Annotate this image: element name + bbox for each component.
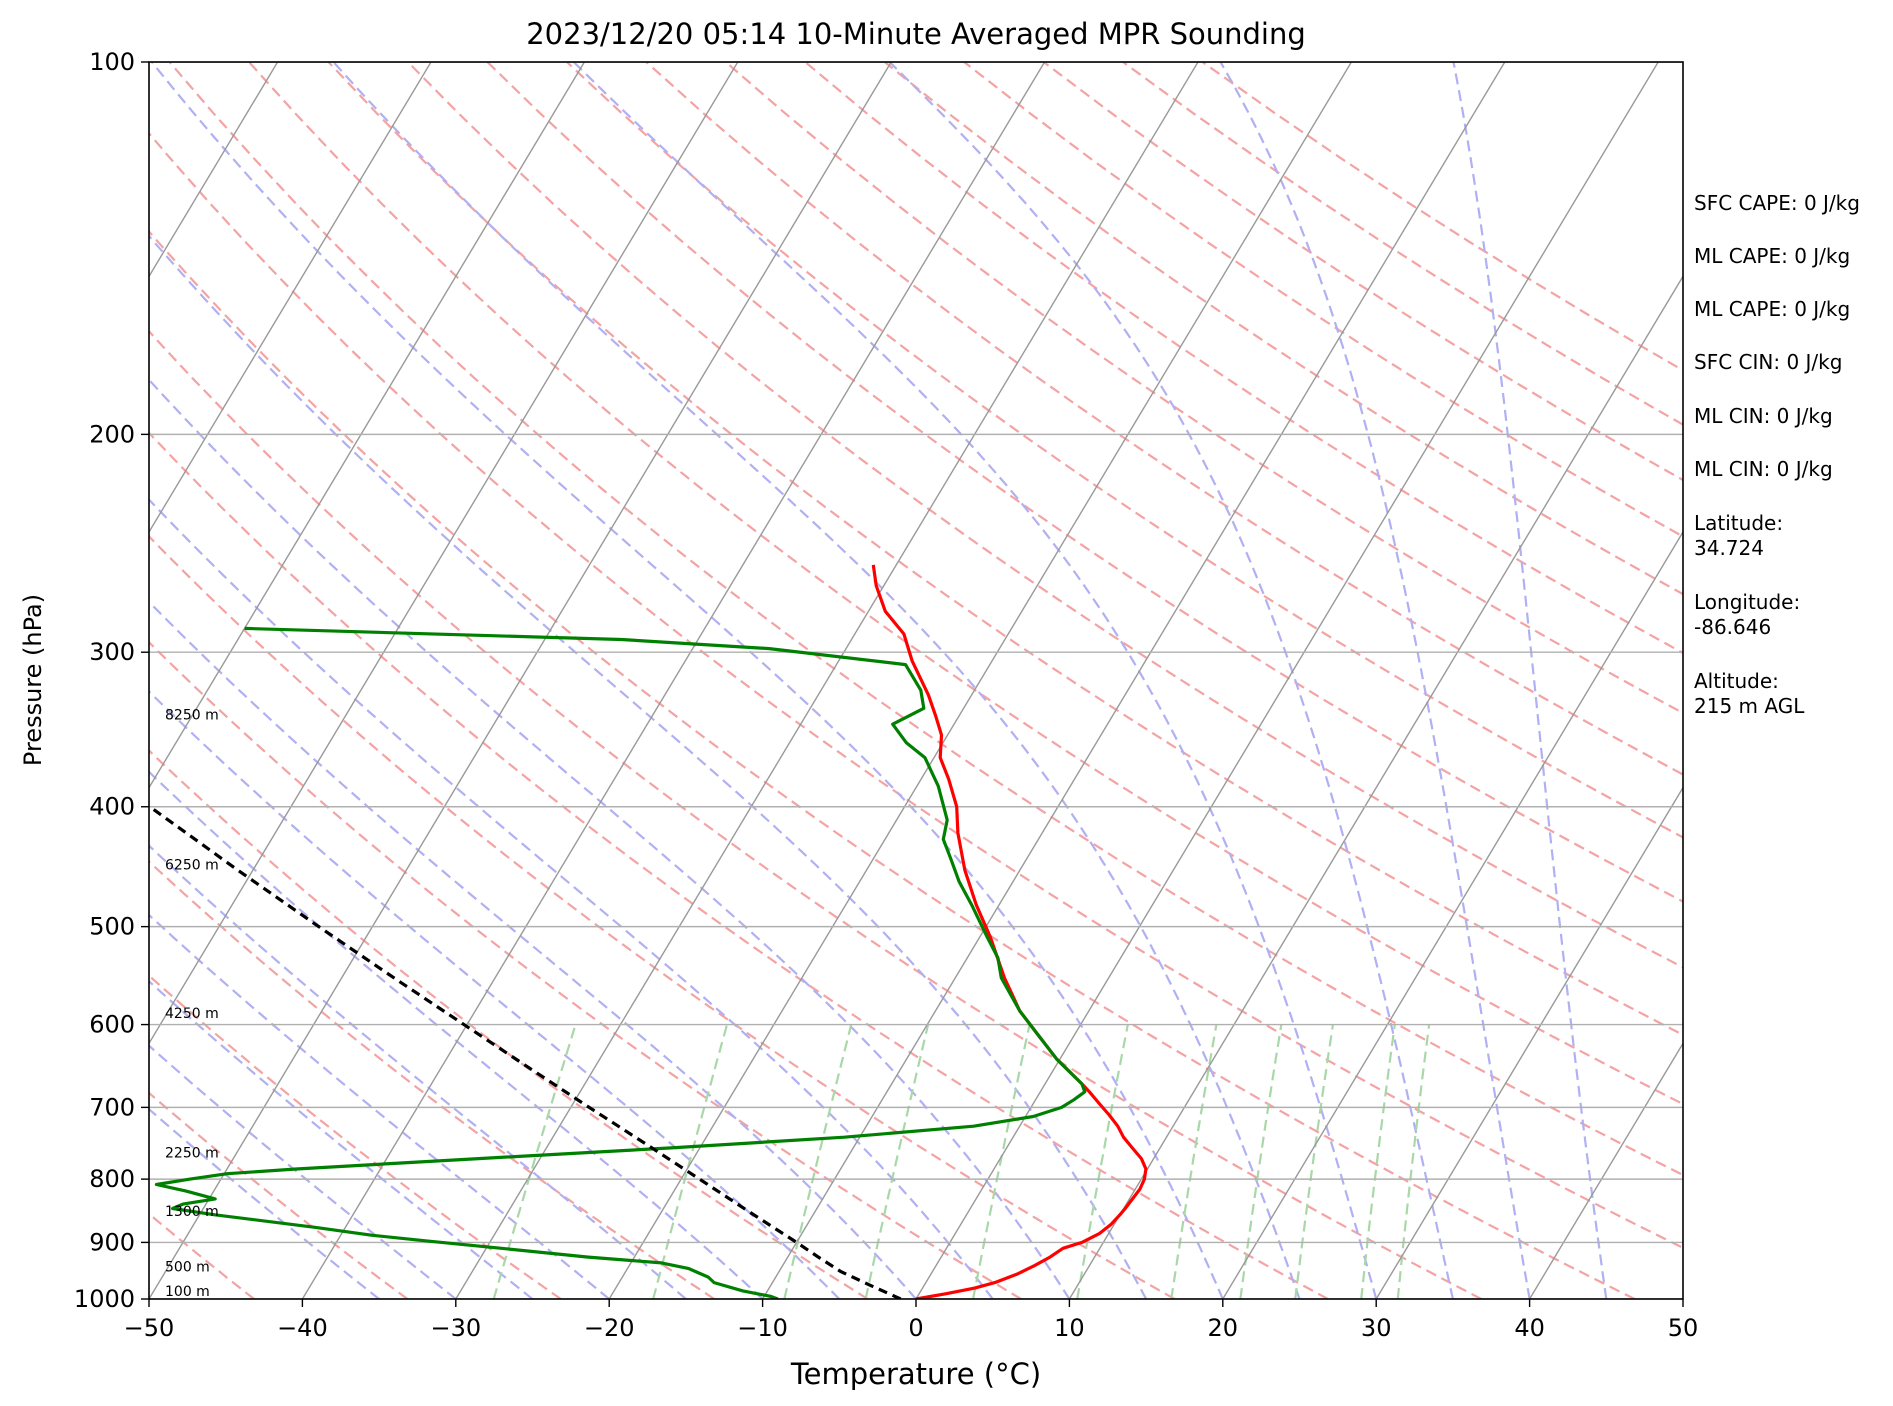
dry-adiabat xyxy=(566,62,1683,839)
y-tick-label: 300 xyxy=(89,638,135,666)
stat-line: ML CIN: 0 J/kg xyxy=(1694,457,1833,481)
isotherm xyxy=(1375,786,1683,1299)
dry-adiabat xyxy=(149,974,562,1299)
stat-line: SFC CIN: 0 J/kg xyxy=(1694,350,1842,374)
dry-adiabat xyxy=(149,860,715,1299)
x-axis: −50 −40 −30 −20 −10 0 10 20 30 40 50 xyxy=(124,1299,1699,1342)
parcel-line xyxy=(149,804,902,1299)
isotherm xyxy=(149,62,279,278)
x-tick-label: 50 xyxy=(1668,1314,1699,1342)
y-axis-label: Pressure (hPa) xyxy=(19,594,47,766)
dry-adiabat xyxy=(486,62,1683,903)
height-label: 100 m xyxy=(165,1284,210,1300)
stat-line: 34.724 xyxy=(1694,536,1764,560)
x-axis-label: Temperature (°C) xyxy=(790,1357,1041,1391)
x-tick-label: 40 xyxy=(1514,1314,1545,1342)
y-tick-label: 800 xyxy=(89,1165,135,1193)
isotherm xyxy=(455,62,1199,1299)
stat-line: -86.646 xyxy=(1694,615,1771,639)
dry-adiabat xyxy=(149,431,1329,1299)
stat-line: 215 m AGL xyxy=(1694,694,1805,718)
moist-adiabat xyxy=(150,62,1224,1299)
x-tick-label: −50 xyxy=(124,1314,175,1342)
stat-line: Altitude: xyxy=(1694,669,1779,693)
height-label: 500 m xyxy=(165,1259,210,1275)
y-axis: 100 200 300 400 500 600 700 800 900 1000 xyxy=(74,48,149,1313)
isotherm xyxy=(1222,530,1683,1299)
isotherm xyxy=(149,62,739,1045)
y-tick-label: 1000 xyxy=(74,1285,135,1313)
dry-adiabat xyxy=(149,640,1022,1299)
y-tick-label: 900 xyxy=(89,1228,135,1256)
isotherm xyxy=(1068,274,1683,1299)
dry-adiabat xyxy=(327,62,1683,1037)
dewpoint-line xyxy=(154,626,1087,1299)
dry-adiabat xyxy=(149,534,1176,1299)
moist-adiabat xyxy=(888,62,1454,1299)
data-lines xyxy=(149,564,1148,1299)
x-tick-label: −20 xyxy=(584,1314,635,1342)
dry-adiabat xyxy=(149,1091,409,1299)
stat-line: Latitude: xyxy=(1694,511,1783,535)
height-label: 2250 m xyxy=(165,1146,219,1162)
y-tick-label: 600 xyxy=(89,1011,135,1039)
y-tick-label: 500 xyxy=(89,913,135,941)
dry-adiabat xyxy=(149,749,869,1299)
dry-adiabat xyxy=(149,229,1636,1299)
x-tick-label: 30 xyxy=(1361,1314,1392,1342)
isotherm xyxy=(149,62,432,534)
moist-adiabat xyxy=(149,689,841,1299)
moist-adiabat xyxy=(1452,62,1608,1299)
moist-adiabat xyxy=(149,1107,380,1299)
x-tick-label: 20 xyxy=(1208,1314,1239,1342)
x-tick-label: −10 xyxy=(737,1314,788,1342)
moist-adiabat xyxy=(332,62,1301,1299)
moist-adiabat xyxy=(149,378,1071,1299)
y-tick-label: 400 xyxy=(89,793,135,821)
stat-line: ML CAPE: 0 J/kg xyxy=(1694,297,1850,321)
moist-adiabat xyxy=(149,913,610,1299)
x-tick-label: 0 xyxy=(908,1314,923,1342)
height-labels: 100 m 500 m 1300 m 2250 m 4250 m 6250 m 8250 m xyxy=(165,708,219,1300)
height-label: 8250 m xyxy=(165,708,219,724)
temperature-line xyxy=(871,564,1148,1299)
x-tick-label: 10 xyxy=(1054,1314,1085,1342)
moist-adiabat xyxy=(1219,62,1531,1299)
height-label: 4250 m xyxy=(165,1006,219,1022)
height-label: 1300 m xyxy=(165,1204,219,1220)
isotherm xyxy=(915,62,1659,1299)
background-lines xyxy=(0,62,1683,1299)
stat-line: ML CIN: 0 J/kg xyxy=(1694,404,1833,428)
x-tick-label: −30 xyxy=(430,1314,481,1342)
dry-adiabat xyxy=(804,62,1683,655)
dry-adiabat xyxy=(168,62,1683,1177)
moist-adiabat xyxy=(572,62,1378,1299)
moist-adiabat xyxy=(149,770,764,1299)
moist-adiabat xyxy=(149,600,917,1299)
isotherm xyxy=(301,62,1046,1299)
moist-adiabat xyxy=(149,844,687,1299)
isotherm xyxy=(149,62,892,1299)
stat-line: SFC CAPE: 0 J/kg xyxy=(1694,191,1860,215)
y-tick-label: 700 xyxy=(89,1093,135,1121)
y-tick-label: 100 xyxy=(89,48,135,76)
isotherm xyxy=(1528,1041,1683,1299)
chart-title: 2023/12/20 05:14 10-Minute Averaged MPR … xyxy=(526,17,1306,51)
moist-adiabat xyxy=(149,498,994,1299)
moist-adiabat xyxy=(149,979,534,1299)
dry-adiabat xyxy=(149,131,1683,1250)
moist-adiabat xyxy=(149,1044,457,1299)
dry-adiabat xyxy=(725,62,1683,715)
dry-adiabat xyxy=(0,62,101,1299)
x-tick-label: −40 xyxy=(277,1314,328,1342)
isotherm xyxy=(761,62,1506,1299)
height-label: 6250 m xyxy=(165,857,219,873)
stat-line: ML CAPE: 0 J/kg xyxy=(1694,244,1850,268)
y-tick-label: 200 xyxy=(89,420,135,448)
isotherm xyxy=(608,62,1353,1299)
isotherm xyxy=(149,62,586,790)
stat-line: Longitude: xyxy=(1694,590,1800,614)
sounding-stats: SFC CAPE: 0 J/kg ML CAPE: 0 J/kg ML CAPE: … xyxy=(1694,191,1860,718)
